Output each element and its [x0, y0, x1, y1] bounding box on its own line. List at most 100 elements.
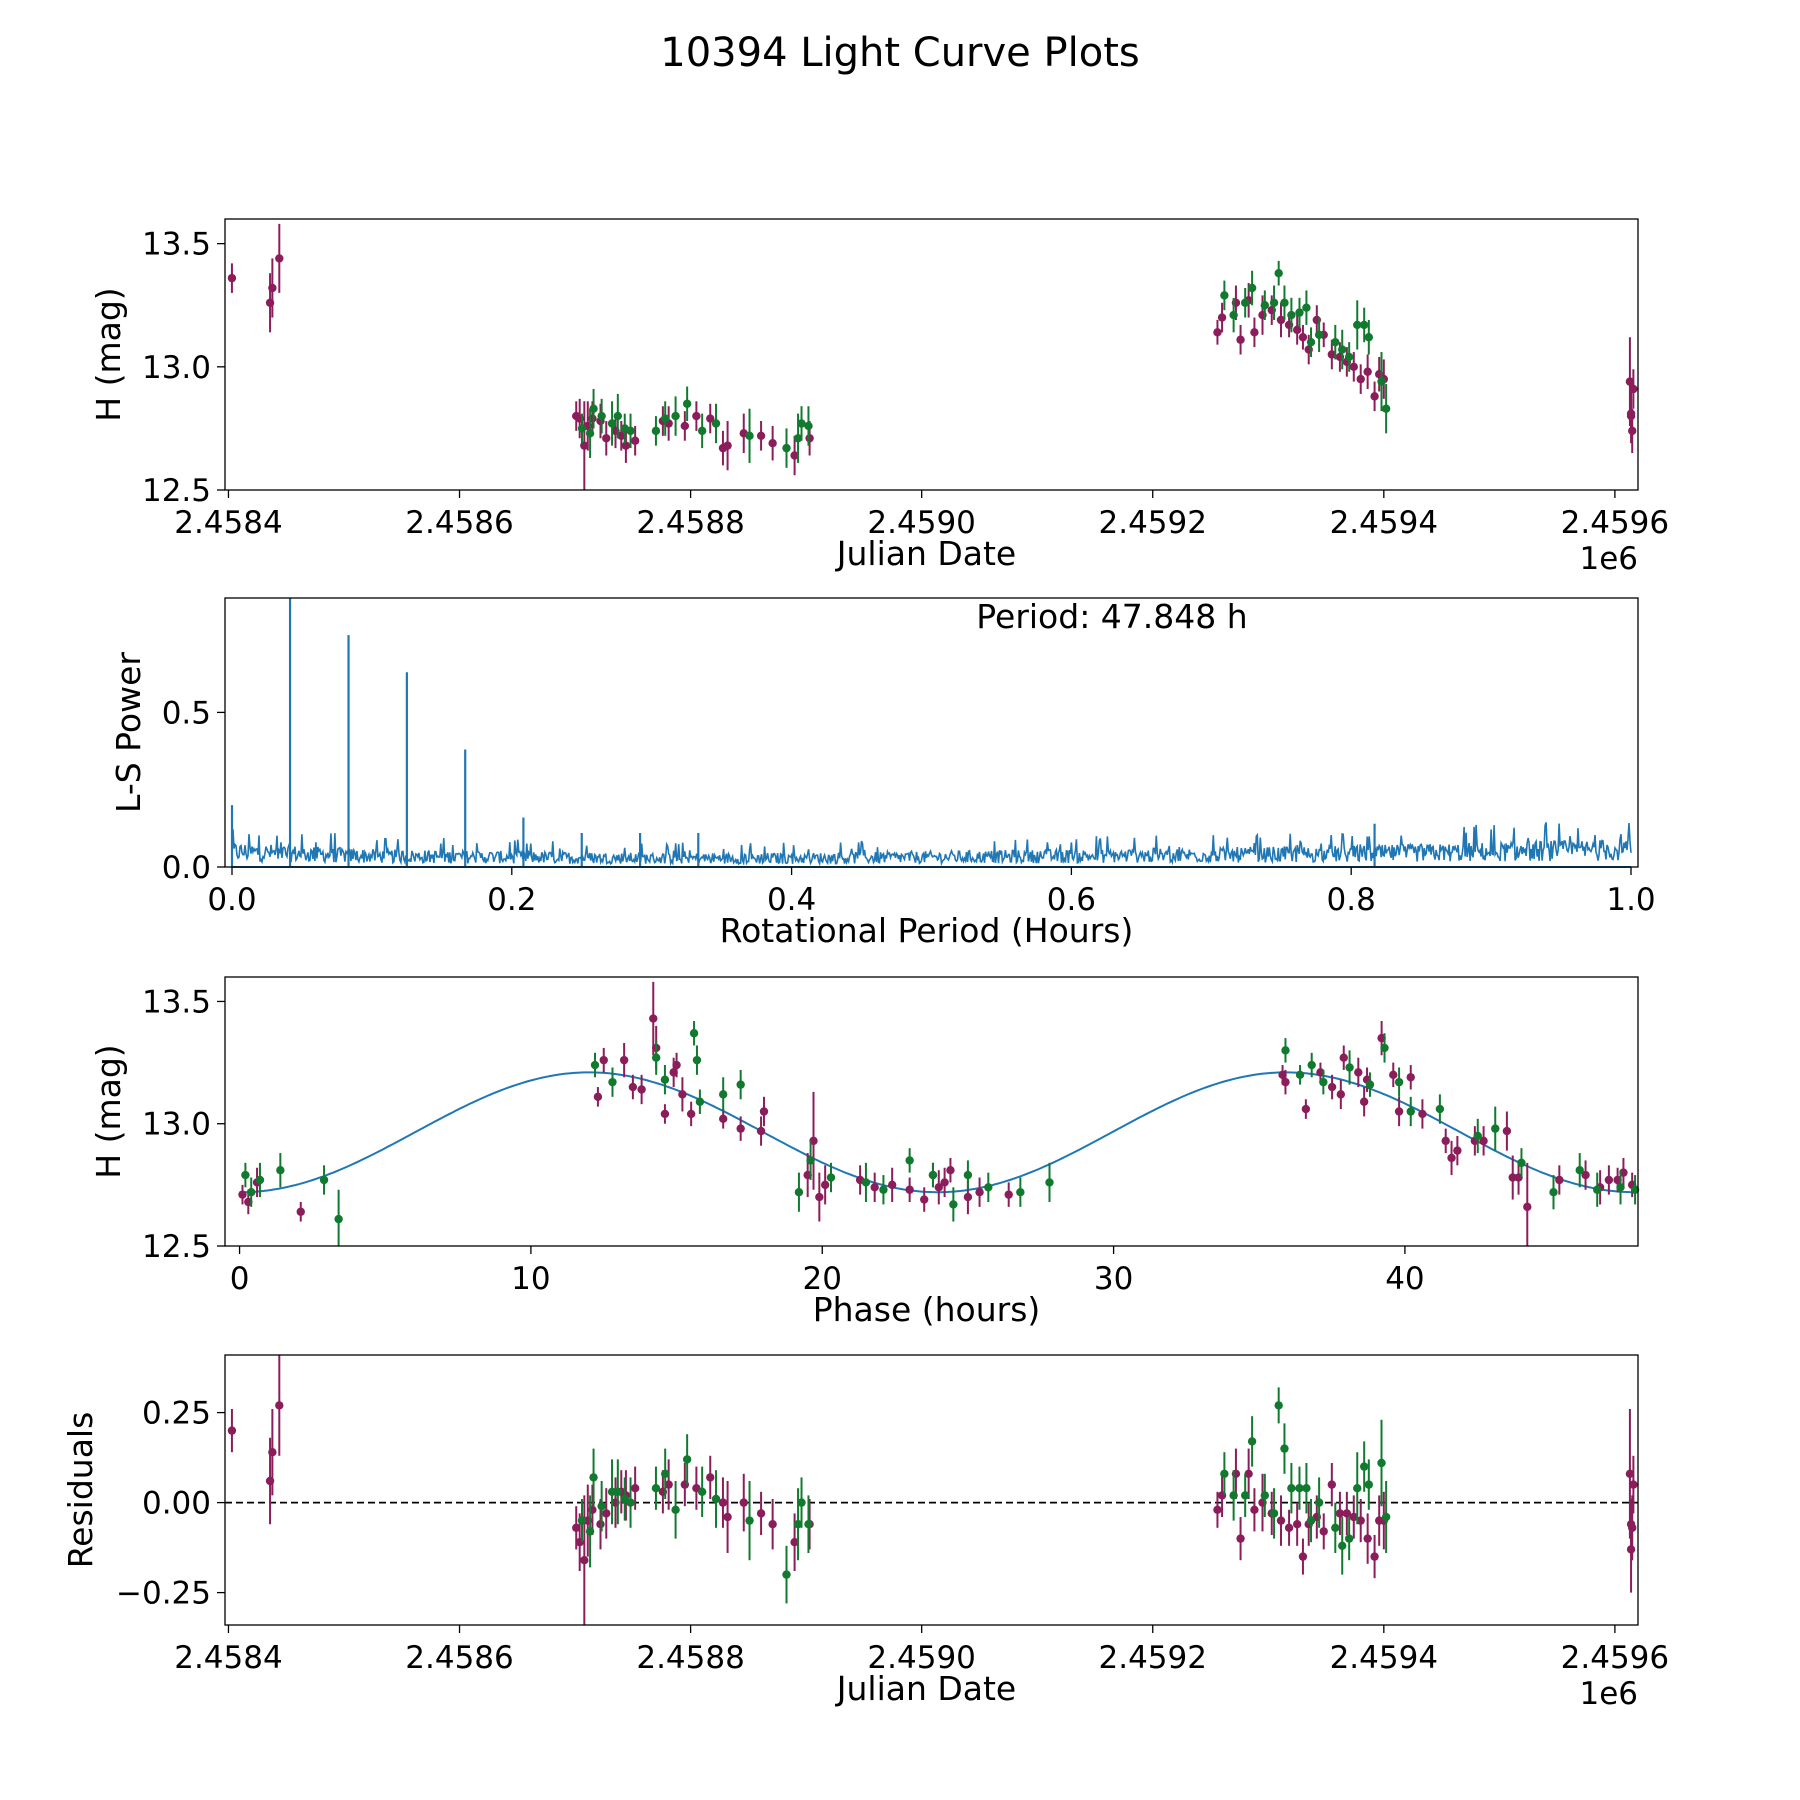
data-point	[692, 1055, 702, 1065]
data-point	[255, 1175, 265, 1185]
data-point	[1045, 1178, 1054, 1187]
data-point	[1502, 1126, 1512, 1136]
data-point	[275, 254, 284, 263]
data-point	[940, 1178, 949, 1187]
data-point	[1354, 1068, 1363, 1077]
data-point	[1473, 1131, 1482, 1141]
data-point	[1314, 330, 1324, 339]
data-point	[1441, 1136, 1450, 1146]
data-point	[1244, 1469, 1253, 1479]
data-point	[597, 411, 606, 421]
data-point	[1625, 1469, 1635, 1479]
data-point	[1302, 1484, 1311, 1493]
data-point	[797, 419, 806, 428]
data-point	[596, 1520, 605, 1529]
data-point	[782, 443, 791, 453]
data-point	[768, 438, 777, 448]
data-point	[1394, 1077, 1404, 1087]
data-point	[870, 1183, 879, 1192]
data-point	[1549, 1188, 1558, 1197]
data-point	[1247, 283, 1257, 293]
data-point	[585, 1527, 595, 1536]
data-point	[1359, 1097, 1369, 1106]
data-point	[1260, 1491, 1270, 1500]
data-point	[1213, 328, 1222, 337]
data-point	[1628, 1523, 1637, 1533]
data-point	[577, 424, 587, 433]
data-point	[1344, 1534, 1354, 1543]
data-point	[1269, 298, 1279, 307]
x-tick-label: 30	[1094, 1261, 1133, 1297]
data-point	[723, 441, 732, 450]
x-tick-label: 10	[511, 1261, 550, 1297]
data-point	[1377, 377, 1386, 386]
data-point	[1593, 1185, 1602, 1194]
x-axis-label: Julian Date	[835, 1669, 1017, 1708]
data-point	[660, 414, 670, 423]
data-point	[577, 1516, 587, 1525]
data-point	[692, 411, 701, 421]
data-point	[1327, 1082, 1337, 1092]
data-point	[1625, 377, 1635, 386]
x-tick-label: 2.4590	[867, 505, 975, 541]
data-point	[797, 1498, 806, 1507]
x-tick-label: 2.4592	[1099, 1640, 1207, 1676]
data-point	[1295, 1070, 1305, 1080]
data-point	[782, 1570, 791, 1579]
y-axis-label: Residuals	[61, 1412, 100, 1569]
data-point	[1306, 1516, 1316, 1525]
data-point	[768, 1520, 777, 1529]
data-point	[1327, 1480, 1337, 1489]
data-point	[745, 431, 754, 440]
data-point	[238, 1190, 247, 1199]
data-point	[1250, 328, 1259, 337]
x-tick-label: 1.0	[1606, 882, 1655, 918]
data-point	[660, 1075, 670, 1084]
data-point	[756, 1509, 766, 1518]
data-point	[1628, 426, 1637, 436]
x-tick-label: 2.4588	[636, 1640, 744, 1676]
x-tick-label: 2.4594	[1330, 1640, 1438, 1676]
series-filter-2	[577, 1387, 1391, 1604]
data-point	[1338, 1541, 1347, 1551]
data-point	[1269, 1509, 1279, 1518]
data-point	[1281, 1077, 1290, 1087]
data-point	[1292, 1520, 1302, 1529]
data-point	[580, 441, 589, 450]
data-point	[1364, 333, 1374, 342]
data-point	[1447, 1153, 1456, 1163]
data-point	[319, 1175, 329, 1185]
data-point	[1220, 291, 1229, 300]
data-point	[268, 1448, 277, 1457]
data-point	[706, 1473, 715, 1482]
data-point	[617, 431, 626, 440]
data-point	[1247, 1437, 1257, 1446]
data-point	[1359, 320, 1369, 330]
data-point	[711, 1494, 721, 1504]
x-tick-label: 2.4586	[405, 1640, 513, 1676]
data-point	[1281, 1046, 1290, 1055]
data-point	[949, 1200, 958, 1209]
y-tick-label: 13.5	[142, 227, 211, 263]
data-point	[602, 434, 611, 443]
model-fit-curve	[239, 1071, 1634, 1194]
data-point	[1381, 1512, 1391, 1522]
data-point	[790, 1538, 799, 1547]
series-filter-2	[577, 260, 1391, 468]
data-point	[1295, 308, 1304, 317]
y-tick-label: 13.0	[142, 350, 211, 386]
data-point	[1629, 1480, 1638, 1489]
x-tick-label: 2.4588	[636, 505, 744, 541]
data-point	[585, 429, 595, 438]
data-point	[678, 1090, 687, 1099]
data-point	[1280, 298, 1289, 307]
x-tick-label: 2.4596	[1561, 505, 1669, 541]
x-axis-label: Phase (hours)	[813, 1290, 1041, 1329]
data-point	[928, 1170, 938, 1180]
data-point	[572, 1523, 581, 1533]
data-point	[619, 1055, 629, 1065]
x-tick-label: 2.4584	[174, 1640, 282, 1676]
data-point	[1314, 1498, 1324, 1507]
y-tick-label: 0.0	[162, 850, 211, 886]
